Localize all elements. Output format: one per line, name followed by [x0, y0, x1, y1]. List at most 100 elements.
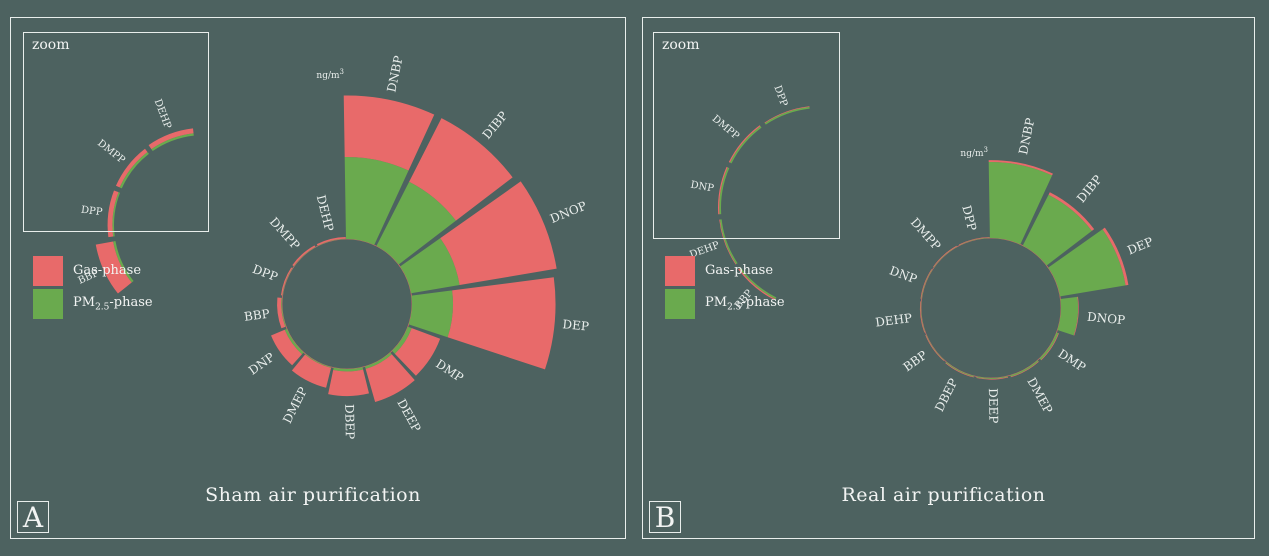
- zoom-bar-gas-dpp: [107, 190, 119, 238]
- legend-label-pm: PM2.5-phase: [705, 294, 785, 313]
- bar-pm-dnbp: [988, 161, 1053, 245]
- category-label-dbep: DBEP: [932, 376, 960, 414]
- bar-gas-dibp: [409, 118, 513, 221]
- bar-pm-dibp: [1022, 194, 1092, 266]
- category-label-dmep: DMEP: [1024, 375, 1055, 416]
- category-label-dnp: DNP: [246, 350, 277, 378]
- legend-swatch-gas: [665, 255, 695, 286]
- baseline-circle: [920, 237, 1062, 379]
- category-label-dnbp: DNBP: [384, 54, 405, 93]
- unit-label: ng/m3: [960, 146, 988, 159]
- category-label-dmp: DMP: [433, 357, 466, 385]
- bar-pm-dnop: [400, 238, 460, 294]
- bar-pm-dep: [408, 290, 453, 338]
- bar-gas-dmpp: [292, 245, 316, 267]
- bar-gas-bbp: [277, 297, 286, 329]
- category-label-dbep: DBEP: [342, 404, 357, 440]
- bar-gas-dehp: [316, 236, 346, 246]
- zoom-title: zoom: [32, 37, 70, 53]
- category-label-bbp: BBP: [901, 348, 930, 374]
- bar-gas-dnbp: [343, 95, 435, 171]
- zoom-bar-gas-dnp: [718, 166, 728, 215]
- bar-gas-dnop: [1073, 296, 1079, 336]
- zoom-label-dnp: DNP: [690, 180, 715, 195]
- zoom-bar-pm-dpp: [112, 192, 120, 237]
- bar-pm-dpp: [959, 237, 990, 246]
- bar-gas-dibp: [1048, 192, 1095, 231]
- bar-gas-dpp: [280, 267, 293, 296]
- category-label-deep: DEEP: [986, 388, 1001, 423]
- category-label-dnp: DNP: [888, 263, 919, 286]
- bar-pm-dnbp: [344, 157, 409, 245]
- bar-gas-dmp: [394, 328, 441, 376]
- bar-pm-dmep: [304, 354, 332, 368]
- legend-label-pm: PM2.5-phase: [73, 294, 153, 313]
- bar-gas-dep: [447, 277, 556, 370]
- bar-pm-dep: [1048, 229, 1126, 297]
- category-label-dnbp: DNBP: [1016, 117, 1037, 156]
- bar-gas-deep: [365, 354, 415, 402]
- bar-gas-deep: [976, 376, 1009, 380]
- legend-a: Gas-phase PM2.5-phase: [33, 254, 153, 320]
- panel-letter-b: B: [649, 501, 681, 534]
- bar-pm-dnp: [284, 328, 304, 355]
- zoom-label-dpp: DPP: [80, 205, 103, 219]
- legend-swatch-pm: [33, 288, 63, 319]
- zoom-bar-pm-dmpp: [729, 126, 762, 164]
- zoom-bar-pm-dmpp: [119, 151, 149, 189]
- zoom-bar-gas-dmpp: [115, 148, 148, 188]
- bar-pm-dmep: [1010, 360, 1039, 377]
- zoom-bar-gas-bbp: [95, 241, 132, 294]
- category-label-dmpp: DMPP: [908, 215, 944, 253]
- category-label-dep: DEP: [1125, 234, 1155, 257]
- legend-label-gas: Gas-phase: [73, 263, 142, 278]
- zoom-bar-pm-dehp: [151, 133, 194, 152]
- zoom-title: zoom: [662, 37, 700, 53]
- bar-pm-deep: [364, 352, 392, 369]
- bar-pm-bbp: [925, 334, 945, 361]
- category-label-bbp: BBP: [243, 307, 270, 324]
- legend-item-gas: Gas-phase: [33, 254, 153, 287]
- category-label-dnop: DNOP: [1087, 310, 1126, 328]
- bar-pm-dmp: [392, 326, 412, 354]
- bar-pm-bbp: [281, 297, 287, 327]
- zoom-inset-a: zoom: [23, 32, 209, 232]
- category-label-dpp: DPP: [251, 262, 280, 284]
- bar-gas-dbep: [328, 369, 369, 397]
- category-label-dpp: DPP: [959, 204, 979, 232]
- bar-pm-dpp: [282, 268, 293, 296]
- bar-pm-dnop: [1057, 296, 1079, 336]
- category-label-dibp: DIBP: [480, 109, 511, 142]
- unit-label: ng/m3: [316, 68, 344, 81]
- bar-pm-dmpp: [933, 246, 958, 268]
- zoom-inset-b: zoom: [653, 32, 840, 239]
- caption-a: Sham air purification: [205, 484, 421, 506]
- zoom-bar-gas-dehp: [148, 128, 194, 150]
- legend-item-gas: Gas-phase: [665, 254, 785, 287]
- category-label-dmep: DMEP: [280, 385, 310, 426]
- category-label-deep: DEEP: [394, 397, 423, 435]
- zoom-bar-pm-dehp: [719, 219, 738, 265]
- bar-pm-dmp: [1039, 332, 1059, 360]
- category-label-dmpp: DMPP: [267, 215, 303, 253]
- zoom-bar-pm-bbp: [739, 267, 777, 300]
- bar-pm-dbep: [945, 361, 975, 377]
- bar-pm-dmpp: [293, 246, 316, 267]
- zoom-bar-pm-dpp: [764, 106, 810, 125]
- zoom-bar-pm-dnp: [719, 167, 730, 215]
- bar-gas-dep: [1102, 227, 1129, 286]
- legend-label-gas: Gas-phase: [705, 263, 774, 278]
- bar-pm-dnp: [921, 269, 933, 299]
- legend-b: Gas-phase PM2.5-phase: [665, 254, 785, 320]
- zoom-bar-pm-bbp: [113, 241, 134, 283]
- legend-item-pm: PM2.5-phase: [33, 287, 153, 320]
- bar-pm-deep: [976, 375, 1008, 379]
- category-label-dehp: DEHP: [314, 194, 336, 233]
- bar-gas-dehp: [919, 301, 925, 333]
- category-label-dep: DEP: [562, 317, 590, 333]
- bar-gas-dnop: [440, 181, 557, 286]
- bar-pm-dibp: [376, 181, 456, 265]
